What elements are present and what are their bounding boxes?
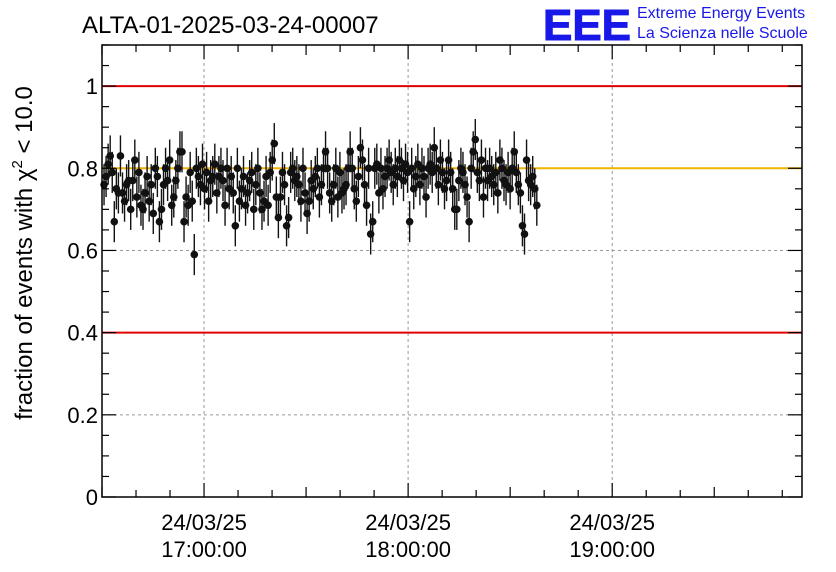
data-point [188,197,197,205]
data-point [471,135,480,144]
axes [101,44,803,498]
y-axis-label-exponent: 2 [9,160,26,168]
data-point [233,164,242,173]
data-point [313,164,322,173]
logo-mark: EEE [543,1,631,50]
data-point [131,156,139,164]
data-point [520,230,529,238]
data-point [434,180,443,189]
data-point [239,172,248,181]
data-point [368,217,377,226]
data-point [149,209,158,218]
data-point [270,139,279,148]
logo-line-1: Extreme Energy Events [637,5,805,22]
data-points [100,118,541,276]
data-point [358,156,367,164]
data-point [153,172,162,181]
data-point [116,152,125,160]
data-point [249,205,258,214]
data-point [323,164,332,173]
y-axis-label: fraction of events with χ2 < 10.0 [9,86,38,420]
data-point [276,193,285,201]
data-point [352,197,361,205]
data-point [157,205,166,214]
data-point [254,164,262,173]
x-tick-label-date: 24/03/25 [161,510,247,535]
x-tick-label-time: 17:00:00 [161,537,247,562]
data-point [453,205,461,214]
data-point [135,168,143,177]
logo-line-2: La Scienza nelle Scuole [637,25,808,42]
data-point [516,189,525,197]
y-tick-label: 0.8 [67,156,98,181]
data-point [364,164,373,173]
data-point [280,180,289,189]
tick-labels: 00.20.40.60.8124/03/2517:00:0024/03/2518… [67,74,655,562]
data-point [247,168,256,177]
data-point [178,148,186,156]
data-point [405,217,414,226]
data-point [354,172,363,181]
data-point [133,193,141,201]
data-point [284,213,293,222]
data-point [186,168,194,177]
data-point [231,222,240,230]
data-point [297,197,305,205]
data-point [219,176,227,185]
data-point [165,156,174,164]
data-point [110,217,119,226]
data-point [229,189,238,197]
data-point [221,201,229,210]
data-point [202,168,211,177]
data-point [180,217,188,226]
y-tick-label: 0.2 [67,403,98,428]
x-tick-label-date: 24/03/25 [569,510,655,535]
data-point [479,193,488,201]
data-point [126,205,135,214]
data-point [477,156,486,164]
eee-logo: EEE Extreme Energy Events La Scienza nel… [543,1,808,51]
data-point [147,180,156,189]
data-point [422,193,430,201]
chart-title: ALTA-01-2025-03-24-00007 [82,12,379,39]
data-point [463,193,471,201]
x-tick-label-time: 18:00:00 [365,537,451,562]
data-point [533,201,541,210]
y-tick-label: 0 [86,485,98,510]
y-axis-label-text: fraction of events with [11,181,38,420]
data-point [198,160,207,168]
data-point [362,201,371,210]
data-point [190,250,199,259]
data-point [143,172,151,181]
x-tick-label-time: 19:00:00 [569,537,655,562]
y-tick-label: 0.4 [67,321,98,346]
data-point [108,168,117,177]
data-point [494,189,502,197]
data-point [465,217,473,226]
y-tick-label: 0.6 [67,238,98,263]
y-axis-label-threshold: < 10.0 [11,86,38,160]
x-tick-label-date: 24/03/25 [365,510,451,535]
y-axis-label-chi: χ [11,168,38,181]
data-point [299,164,307,173]
data-point [210,160,219,168]
data-point [264,201,272,210]
y-tick-label: 1 [86,74,98,99]
